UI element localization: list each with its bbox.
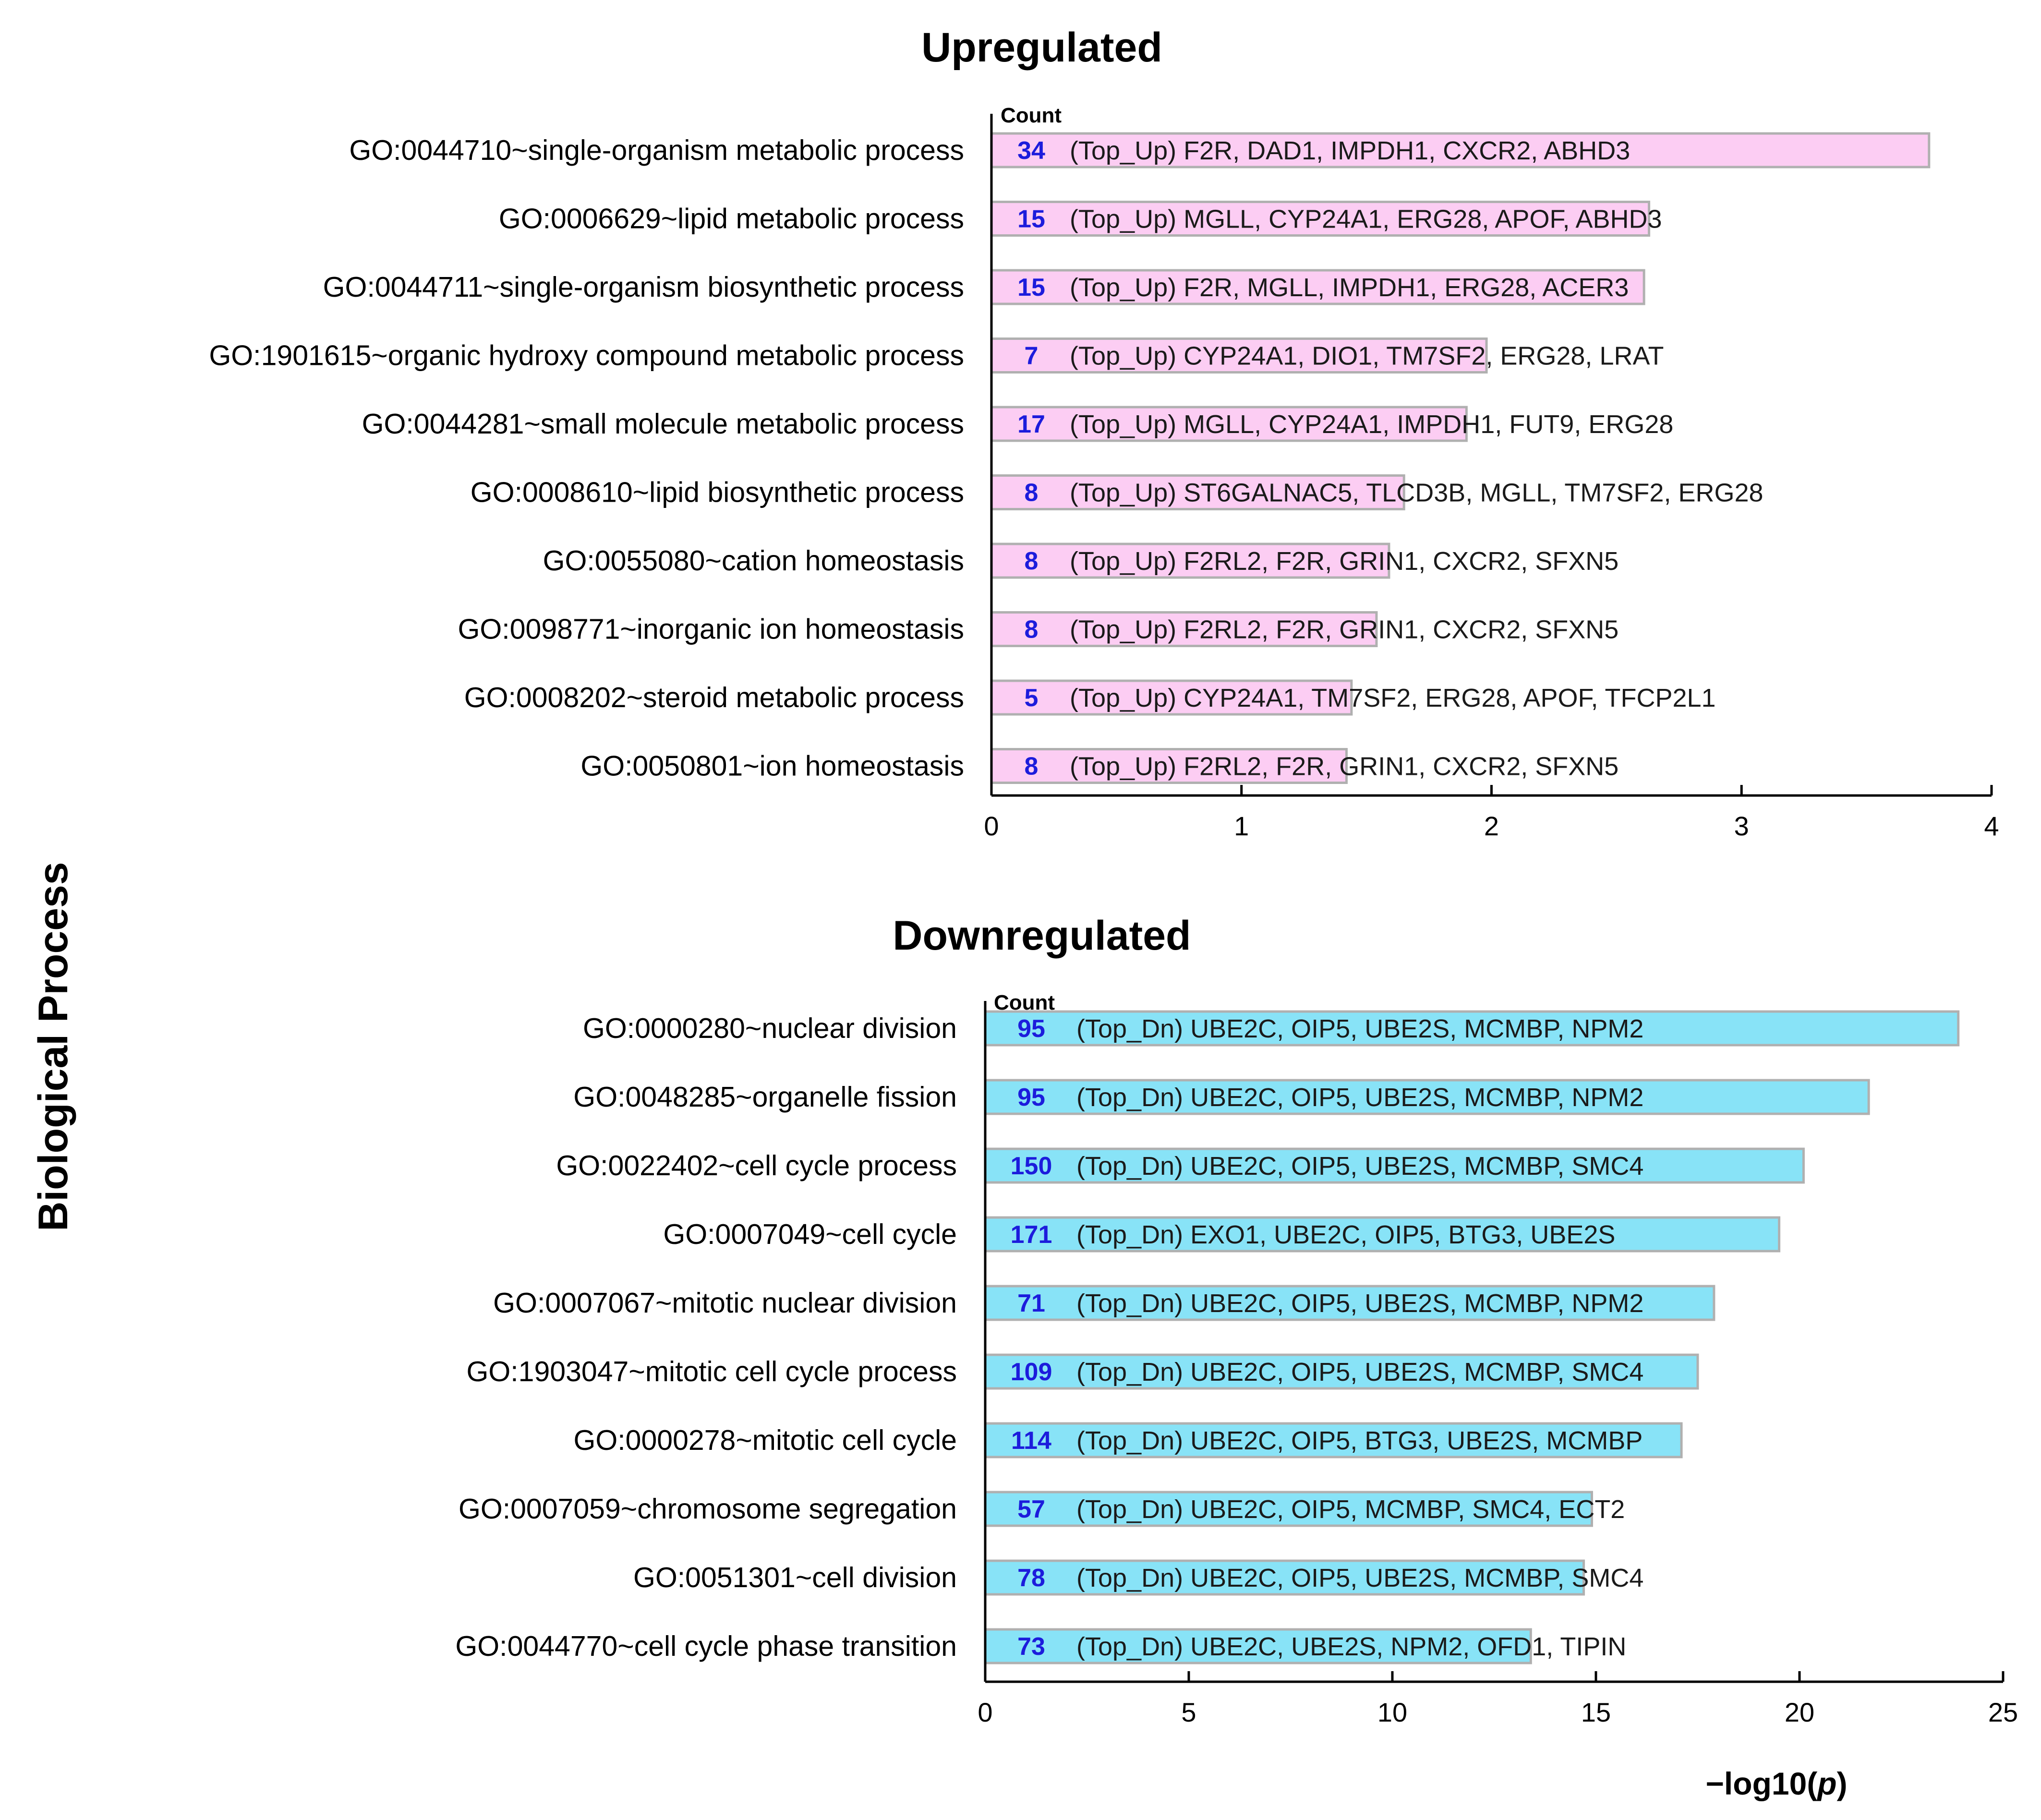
up-category-label: GO:0044711~single-organism biosynthetic … — [323, 271, 964, 303]
up-count-label: 34 — [1017, 137, 1045, 165]
up-category-label: GO:0050801~ion homeostasis — [580, 750, 964, 782]
up-x-tick-label: 1 — [1234, 811, 1249, 841]
up-count-label: 8 — [1025, 616, 1039, 644]
up-category-label: GO:0006629~lipid metabolic process — [499, 203, 964, 235]
down-genes-label: (Top_Dn) UBE2C, UBE2S, NPM2, OFD1, TIPIN — [1076, 1632, 1626, 1661]
down-genes-label: (Top_Dn) UBE2C, OIP5, UBE2S, MCMBP, SMC4 — [1076, 1358, 1643, 1386]
up-genes-label: (Top_Up) F2RL2, F2R, GRIN1, CXCR2, SFXN5 — [1070, 615, 1618, 644]
down-bar — [984, 1491, 1594, 1527]
down-genes-label: (Top_Dn) UBE2C, OIP5, UBE2S, MCMBP, NPM2 — [1076, 1083, 1643, 1112]
down-x-tick-label: 20 — [1785, 1697, 1814, 1727]
upregulated-count-header: Count — [1001, 104, 1062, 127]
up-count-label: 8 — [1025, 547, 1039, 575]
down-count-label: 114 — [1011, 1427, 1051, 1455]
up-genes-label: (Top_Up) F2RL2, F2R, GRIN1, CXCR2, SFXN5 — [1070, 547, 1618, 576]
down-genes-label: (Top_Dn) UBE2C, OIP5, UBE2S, MCMBP, NPM2 — [1076, 1014, 1643, 1043]
up-bar — [990, 337, 1488, 374]
upregulated-title: Upregulated — [921, 24, 1162, 71]
x-axis-label: −log10(p) — [1705, 1766, 1847, 1801]
down-count-label: 150 — [1011, 1152, 1052, 1180]
down-category-label: GO:0007059~chromosome segregation — [459, 1493, 957, 1525]
up-count-label: 15 — [1017, 205, 1045, 233]
up-bar — [990, 132, 1931, 169]
up-genes-label: (Top_Up) CYP24A1, TM7SF2, ERG28, APOF, T… — [1070, 684, 1716, 712]
down-category-label: GO:0051301~cell division — [633, 1562, 957, 1593]
up-category-label: GO:0098771~inorganic ion homeostasis — [458, 614, 964, 645]
up-x-tick-label: 2 — [1484, 811, 1499, 841]
down-count-label: 78 — [1017, 1564, 1045, 1592]
up-category-label: GO:0044281~small molecule metabolic proc… — [362, 408, 964, 440]
downregulated-panel: GO:0000280~nuclear division 95 (Top_Dn) UB… — [455, 1001, 2018, 1727]
down-bar — [984, 1628, 1532, 1664]
down-bar — [984, 1353, 1699, 1390]
down-category-label: GO:0007067~mitotic nuclear division — [493, 1287, 957, 1319]
down-genes-label: (Top_Dn) UBE2C, OIP5, UBE2S, MCMBP, SMC4 — [1076, 1564, 1643, 1592]
down-x-tick-label: 15 — [1581, 1697, 1611, 1727]
down-bar — [984, 1422, 1683, 1458]
down-bar — [984, 1147, 1805, 1184]
up-genes-label: (Top_Up) F2RL2, F2R, GRIN1, CXCR2, SFXN5 — [1070, 752, 1618, 781]
up-category-label: GO:0044710~single-organism metabolic pro… — [349, 134, 964, 166]
down-x-tick-label: 10 — [1377, 1697, 1407, 1727]
downregulated-title: Downregulated — [893, 913, 1191, 959]
down-category-label: GO:1903047~mitotic cell cycle process — [467, 1356, 957, 1387]
up-bar — [990, 611, 1378, 647]
down-count-label: 73 — [1017, 1633, 1045, 1661]
up-count-label: 5 — [1025, 684, 1039, 712]
up-category-label: GO:0008202~steroid metabolic process — [464, 682, 964, 713]
up-count-label: 7 — [1025, 342, 1039, 370]
up-genes-label: (Top_Up) MGLL, CYP24A1, IMPDH1, FUT9, ER… — [1070, 410, 1673, 439]
up-count-label: 15 — [1017, 274, 1045, 301]
down-count-label: 109 — [1011, 1358, 1052, 1386]
down-bar — [984, 1559, 1585, 1596]
down-genes-label: (Top_Dn) UBE2C, OIP5, BTG3, UBE2S, MCMBP — [1076, 1426, 1642, 1455]
x-axis-label-prefix: −log10( — [1705, 1766, 1817, 1801]
up-count-label: 17 — [1017, 410, 1045, 438]
down-count-label: 95 — [1017, 1015, 1045, 1043]
up-count-label: 8 — [1025, 479, 1039, 507]
up-bar — [990, 406, 1468, 442]
up-genes-label: (Top_Up) MGLL, CYP24A1, ERG28, APOF, ABH… — [1070, 205, 1662, 234]
down-category-label: GO:0044770~cell cycle phase transition — [455, 1630, 957, 1662]
down-x-tick-label: 5 — [1181, 1697, 1196, 1727]
upregulated-panel: GO:0044710~single-organism metabolic pro… — [209, 114, 1999, 841]
up-genes-label: (Top_Up) F2R, DAD1, IMPDH1, CXCR2, ABHD3 — [1070, 136, 1630, 165]
down-genes-label: (Top_Dn) UBE2C, OIP5, MCMBP, SMC4, ECT2 — [1076, 1495, 1625, 1524]
up-genes-label: (Top_Up) F2R, MGLL, IMPDH1, ERG28, ACER3 — [1070, 273, 1629, 302]
down-x-tick-label: 0 — [978, 1697, 992, 1727]
up-bar — [990, 269, 1645, 305]
down-x-tick-label: 25 — [1988, 1697, 2018, 1727]
up-x-tick-label: 0 — [984, 811, 999, 841]
x-axis-label-italic: p — [1816, 1766, 1836, 1801]
down-count-label: 171 — [1011, 1221, 1052, 1249]
up-count-label: 8 — [1025, 753, 1039, 781]
down-category-label: GO:0022402~cell cycle process — [556, 1150, 957, 1181]
y-axis-label: Biological Process — [30, 862, 76, 1231]
up-x-tick-label: 4 — [1984, 811, 1999, 841]
down-category-label: GO:0007049~cell cycle — [663, 1218, 957, 1250]
up-category-label: GO:0008610~lipid biosynthetic process — [471, 477, 964, 508]
x-axis-label-suffix: ) — [1837, 1766, 1848, 1801]
down-genes-label: (Top_Dn) UBE2C, OIP5, UBE2S, MCMBP, SMC4 — [1076, 1152, 1643, 1181]
up-x-tick-label: 3 — [1734, 811, 1749, 841]
down-genes-label: (Top_Dn) UBE2C, OIP5, UBE2S, MCMBP, NPM2 — [1076, 1289, 1643, 1318]
up-bar — [990, 474, 1405, 510]
down-count-label: 71 — [1017, 1290, 1045, 1317]
down-count-label: 95 — [1017, 1084, 1045, 1111]
down-category-label: GO:0048285~organelle fission — [573, 1081, 957, 1113]
down-category-label: GO:0000278~mitotic cell cycle — [573, 1424, 957, 1456]
up-category-label: GO:1901615~organic hydroxy compound meta… — [209, 340, 964, 372]
up-bar — [990, 542, 1390, 579]
down-count-label: 57 — [1017, 1495, 1045, 1523]
up-category-label: GO:0055080~cation homeostasis — [543, 545, 964, 577]
up-bar — [990, 201, 1651, 237]
down-genes-label: (Top_Dn) EXO1, UBE2C, OIP5, BTG3, UBE2S — [1076, 1220, 1615, 1249]
up-genes-label: (Top_Up) CYP24A1, DIO1, TM7SF2, ERG28, L… — [1070, 342, 1664, 371]
up-genes-label: (Top_Up) ST6GALNAC5, TLCD3B, MGLL, TM7SF… — [1070, 479, 1763, 507]
down-category-label: GO:0000280~nuclear division — [583, 1012, 957, 1044]
